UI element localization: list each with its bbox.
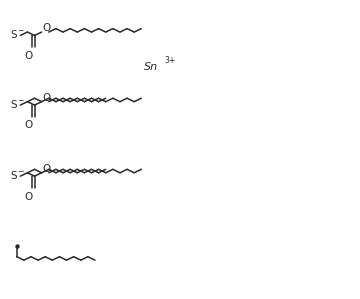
Text: O: O [25, 120, 33, 130]
Text: −: − [17, 167, 23, 176]
Text: −: − [17, 27, 23, 36]
Text: O: O [42, 24, 51, 33]
Text: S: S [10, 30, 17, 40]
Text: S: S [10, 100, 17, 110]
Text: Sn: Sn [144, 62, 158, 71]
Text: S: S [10, 171, 17, 181]
Text: −: − [17, 96, 23, 105]
Text: O: O [42, 93, 51, 103]
Text: 3+: 3+ [164, 56, 175, 65]
Text: O: O [25, 192, 33, 202]
Text: O: O [25, 51, 33, 61]
Text: O: O [42, 164, 51, 174]
